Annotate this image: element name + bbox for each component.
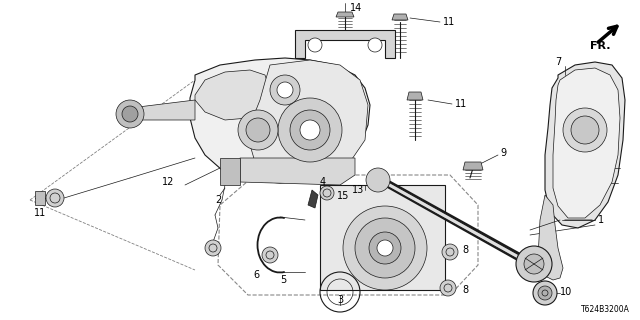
Text: 15: 15 xyxy=(337,191,349,201)
Circle shape xyxy=(270,75,300,105)
Text: 14: 14 xyxy=(350,3,362,13)
Text: 2: 2 xyxy=(215,195,221,205)
Circle shape xyxy=(440,280,456,296)
Text: 10: 10 xyxy=(560,287,572,297)
Circle shape xyxy=(122,106,138,122)
Polygon shape xyxy=(220,158,240,185)
Circle shape xyxy=(571,116,599,144)
Circle shape xyxy=(355,218,415,278)
Polygon shape xyxy=(320,185,445,290)
Text: 5: 5 xyxy=(280,275,286,285)
Circle shape xyxy=(290,110,330,150)
Polygon shape xyxy=(553,68,620,218)
Text: 11: 11 xyxy=(34,208,46,218)
Text: 9: 9 xyxy=(500,148,506,158)
Circle shape xyxy=(246,118,270,142)
Circle shape xyxy=(278,98,342,162)
Circle shape xyxy=(533,281,557,305)
Text: 1: 1 xyxy=(598,215,604,225)
Polygon shape xyxy=(376,175,539,271)
Circle shape xyxy=(116,100,144,128)
Polygon shape xyxy=(538,195,563,280)
Circle shape xyxy=(238,110,278,150)
Circle shape xyxy=(368,38,382,52)
Text: 11: 11 xyxy=(455,99,467,109)
Text: 8: 8 xyxy=(462,285,468,295)
Polygon shape xyxy=(295,30,395,58)
Text: 8: 8 xyxy=(462,245,468,255)
Polygon shape xyxy=(308,190,318,208)
Circle shape xyxy=(366,168,390,192)
Polygon shape xyxy=(463,162,483,170)
Text: 11: 11 xyxy=(443,17,455,27)
Circle shape xyxy=(343,206,427,290)
Circle shape xyxy=(308,38,322,52)
Polygon shape xyxy=(392,14,408,20)
Circle shape xyxy=(538,286,552,300)
Polygon shape xyxy=(407,92,423,100)
Polygon shape xyxy=(195,70,270,120)
Text: 12: 12 xyxy=(162,177,174,187)
Circle shape xyxy=(563,108,607,152)
Circle shape xyxy=(277,82,293,98)
Polygon shape xyxy=(35,191,45,205)
Circle shape xyxy=(46,189,64,207)
Text: 13: 13 xyxy=(352,185,364,195)
Circle shape xyxy=(262,247,278,263)
Text: T624B3200A: T624B3200A xyxy=(581,305,630,314)
Circle shape xyxy=(369,232,401,264)
Polygon shape xyxy=(250,60,368,180)
Circle shape xyxy=(320,186,334,200)
Circle shape xyxy=(205,240,221,256)
Circle shape xyxy=(300,120,320,140)
Circle shape xyxy=(377,240,393,256)
Polygon shape xyxy=(545,62,625,228)
Circle shape xyxy=(442,244,458,260)
Polygon shape xyxy=(240,158,355,185)
Text: 4: 4 xyxy=(320,177,326,187)
Text: 3: 3 xyxy=(337,295,343,305)
Text: 6: 6 xyxy=(253,270,259,280)
Circle shape xyxy=(524,254,544,274)
Circle shape xyxy=(516,246,552,282)
Polygon shape xyxy=(336,12,354,17)
Polygon shape xyxy=(190,58,370,183)
Text: FR.: FR. xyxy=(590,41,611,51)
Text: 7: 7 xyxy=(555,57,561,67)
Polygon shape xyxy=(130,100,195,120)
